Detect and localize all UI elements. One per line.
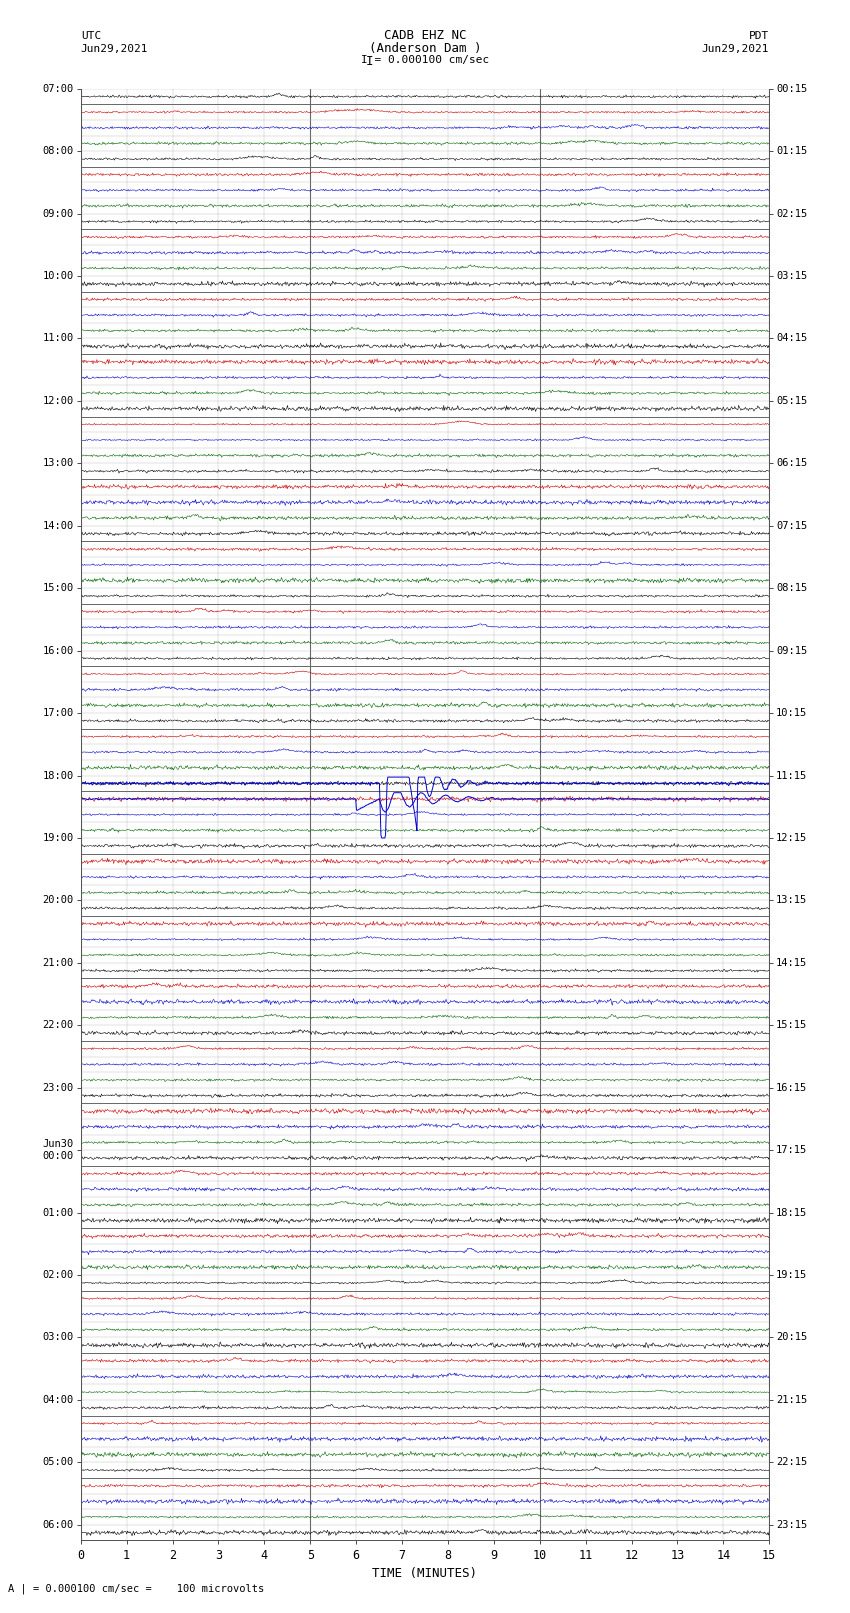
Text: CADB EHZ NC: CADB EHZ NC: [383, 29, 467, 42]
Text: Jun29,2021: Jun29,2021: [81, 44, 148, 53]
Text: Jun29,2021: Jun29,2021: [702, 44, 769, 53]
Text: (Anderson Dam ): (Anderson Dam ): [369, 42, 481, 55]
X-axis label: TIME (MINUTES): TIME (MINUTES): [372, 1566, 478, 1579]
Text: PDT: PDT: [749, 31, 769, 40]
Text: I = 0.000100 cm/sec: I = 0.000100 cm/sec: [361, 55, 489, 65]
Text: I: I: [366, 55, 373, 68]
Text: A | = 0.000100 cm/sec =    100 microvolts: A | = 0.000100 cm/sec = 100 microvolts: [8, 1582, 264, 1594]
Text: UTC: UTC: [81, 31, 101, 40]
